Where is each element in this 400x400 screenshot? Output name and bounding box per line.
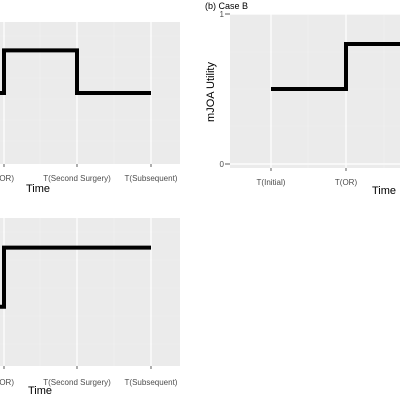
x-tick-label: T(Initial) bbox=[257, 178, 286, 187]
panel-a-series bbox=[0, 48, 151, 95]
panel-c-x-axis-title: Time bbox=[28, 385, 52, 397]
panel-b-series bbox=[271, 42, 400, 91]
x-tick-label: (OR) bbox=[0, 174, 14, 183]
panel-b-x-ticks: T(Initial)T(OR)T(Se bbox=[257, 168, 358, 187]
panel-b-title: (b) Case B bbox=[205, 1, 248, 11]
x-tick-label: T(Second Surgery) bbox=[43, 174, 111, 183]
panel-a-x-ticks: (OR) T(Second Surgery) T(Subsequent) bbox=[0, 164, 178, 183]
panel-b: (b) Case B 01 T(Initial)T(OR)T(Se mJOA U… bbox=[205, 1, 400, 197]
series-line bbox=[0, 48, 151, 95]
x-tick-label: T(OR) bbox=[335, 178, 358, 187]
panel-b-x-axis-title: Time bbox=[372, 185, 396, 197]
x-tick-label: T(Subsequent) bbox=[125, 378, 178, 387]
series-line bbox=[0, 245, 151, 309]
panel-c-grid bbox=[0, 218, 180, 366]
series-line bbox=[271, 42, 400, 91]
panel-b-y-ticks: 01 bbox=[220, 10, 230, 169]
panel-b-y-axis-title: mJOA Utility bbox=[205, 62, 217, 122]
panel-a: (OR) T(Second Surgery) T(Subsequent) Time bbox=[0, 22, 180, 195]
panel-c: (OR) T(Second Surgery) T(Subsequent) Time bbox=[0, 218, 180, 397]
x-tick-label: (OR) bbox=[0, 378, 14, 387]
panel-a-x-axis-title: Time bbox=[26, 183, 50, 195]
x-tick-label: T(Second Surgery) bbox=[43, 378, 111, 387]
panel-c-x-ticks: (OR) T(Second Surgery) T(Subsequent) bbox=[0, 366, 178, 387]
y-tick-label: 0 bbox=[220, 160, 225, 169]
panel-c-series bbox=[0, 245, 151, 309]
panel-c-background bbox=[0, 218, 180, 366]
x-tick-label: T(Subsequent) bbox=[125, 174, 178, 183]
y-tick-label: 1 bbox=[220, 10, 225, 19]
